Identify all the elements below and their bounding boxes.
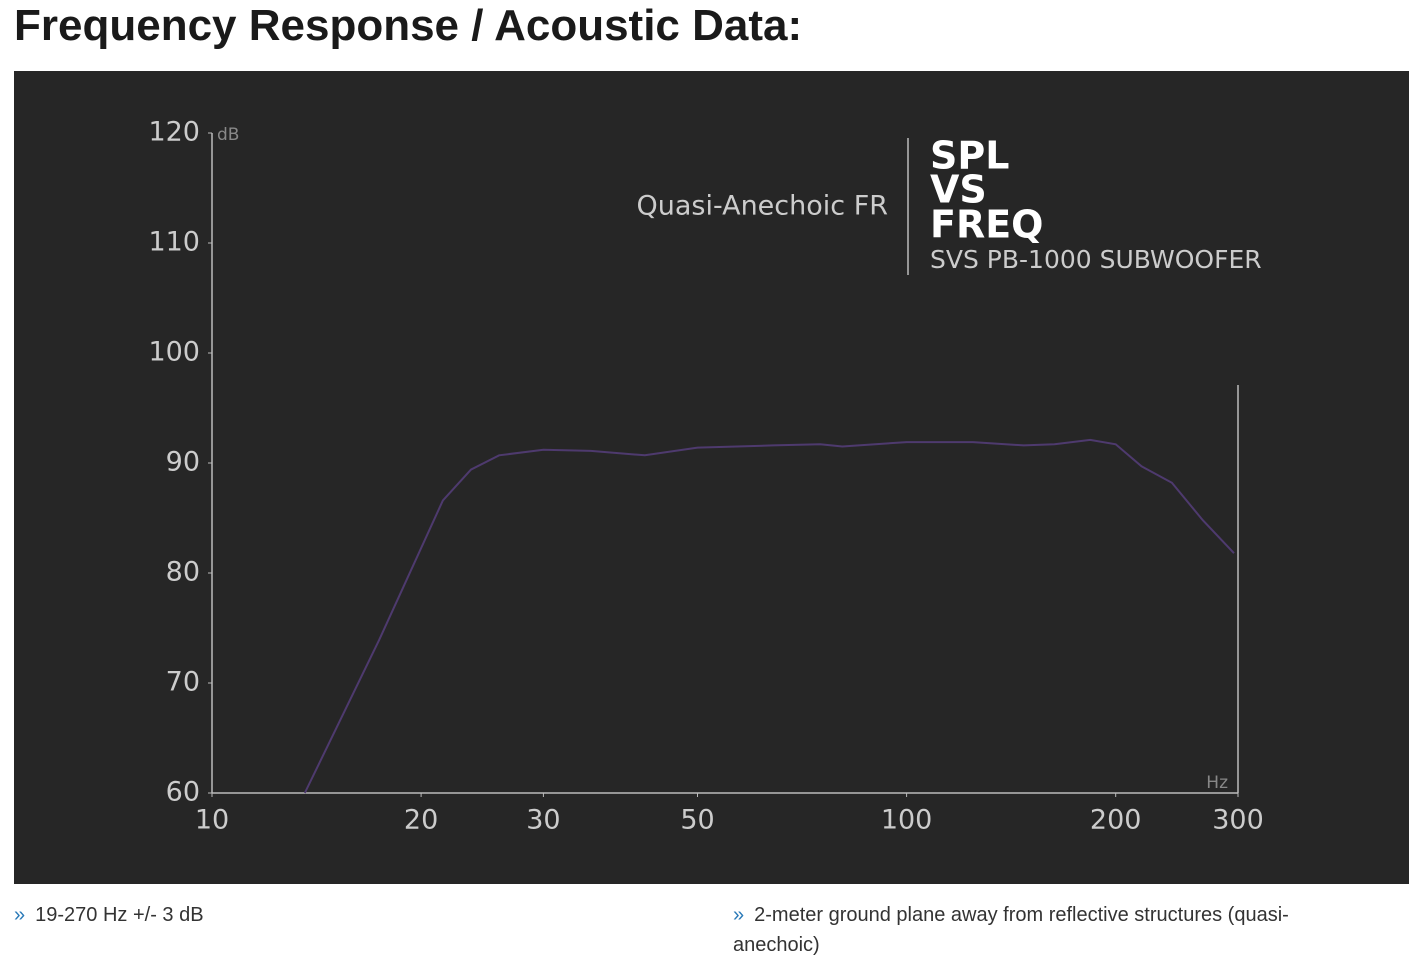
annotation: Quasi-Anechoic FR — [636, 191, 888, 222]
y-tick-label: 120 — [148, 117, 200, 148]
annotation: FREQ — [930, 203, 1043, 247]
x-tick-label: 10 — [195, 805, 229, 836]
x-tick-label: 50 — [680, 805, 714, 836]
chart: dB Hz Quasi-Anechoic FR SPL VS FREQ SVS … — [14, 71, 1409, 884]
y-tick-label: 60 — [166, 777, 200, 808]
heading: Frequency Response / Acoustic Data: — [14, 1, 803, 50]
note: » 19-270 Hz +/- 3 dB — [14, 904, 204, 926]
note-text: 19-270 Hz +/- 3 dB — [35, 904, 204, 926]
x-tick-label: 20 — [404, 805, 438, 836]
x-tick-label: 200 — [1090, 805, 1142, 836]
y-tick-label: 100 — [148, 337, 200, 368]
y-tick-label: 80 — [166, 557, 200, 588]
x-tick-label: 30 — [526, 805, 560, 836]
y-tick-label: 70 — [166, 667, 200, 698]
annotation: SPL — [930, 134, 1009, 178]
y-unit: dB — [217, 125, 239, 145]
annotation: SVS PB-1000 SUBWOOFER — [930, 245, 1262, 274]
note: » 2-meter ground plane away from reflecti… — [733, 904, 1289, 956]
x-unit: Hz — [1206, 773, 1228, 793]
y-tick-label: 90 — [166, 447, 200, 478]
x-tick-label: 100 — [881, 805, 933, 836]
x-tick-label: 300 — [1212, 805, 1264, 836]
annotation: VS — [930, 168, 987, 212]
note-text: 2-meter ground plane away from reflectiv… — [733, 904, 1289, 956]
line — [303, 438, 1235, 794]
y-tick-label: 110 — [148, 227, 200, 258]
